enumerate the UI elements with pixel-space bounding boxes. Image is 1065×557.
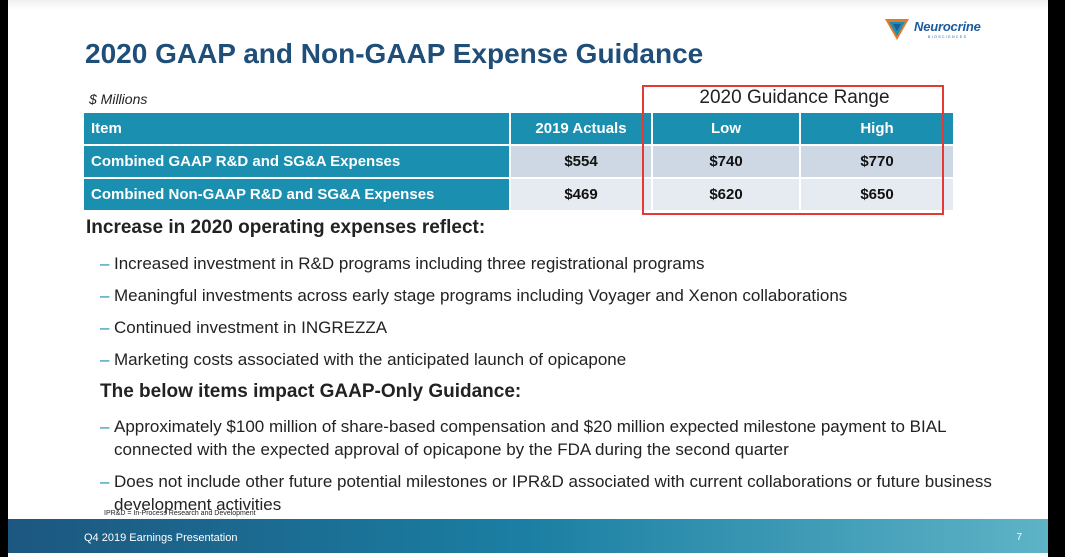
dash-bullet-icon: – xyxy=(100,472,110,491)
row-low: $740 xyxy=(651,144,801,179)
list-item-text: Does not include other future potential … xyxy=(114,472,992,514)
list-item: – Approximately $100 million of share-ba… xyxy=(100,415,994,461)
col-header-actuals: 2019 Actuals xyxy=(509,111,653,146)
col-header-low: Low xyxy=(651,111,801,146)
footer-bar: Q4 2019 Earnings Presentation 7 xyxy=(8,519,1048,553)
top-band xyxy=(8,0,1048,10)
col-header-high: High xyxy=(799,111,955,146)
list-item-text: Continued investment in INGREZZA xyxy=(114,318,388,337)
page-title: 2020 GAAP and Non-GAAP Expense Guidance xyxy=(85,38,704,69)
col-header-item: Item xyxy=(82,111,511,146)
list-item-text: Approximately $100 million of share-base… xyxy=(114,417,946,459)
guidance-table: Item 2019 Actuals Low High Combined GAAP… xyxy=(82,111,955,212)
list-item: – Marketing costs associated with the an… xyxy=(100,348,626,371)
guidance-range-label: 2020 Guidance Range xyxy=(699,87,890,108)
dash-bullet-icon: – xyxy=(100,318,110,337)
row-high: $770 xyxy=(799,144,955,179)
dash-bullet-icon: – xyxy=(100,254,110,273)
company-logo: Neurocrine BIOSCIENCES xyxy=(884,16,981,44)
dash-bullet-icon: – xyxy=(100,417,110,436)
footer-text: Q4 2019 Earnings Presentation xyxy=(84,532,238,544)
neurocrine-logo-icon xyxy=(885,19,909,40)
logo-name: Neurocrine xyxy=(914,19,981,34)
list-item: – Continued investment in INGREZZA xyxy=(100,316,387,339)
row-low: $620 xyxy=(651,177,801,212)
section-heading: Increase in 2020 operating expenses refl… xyxy=(86,217,486,238)
table-row: Combined GAAP R&D and SG&A Expenses $554… xyxy=(82,144,955,179)
dash-bullet-icon: – xyxy=(100,350,110,369)
slide: Neurocrine BIOSCIENCES 2020 GAAP and Non… xyxy=(8,0,1048,557)
guidance-range-highlight-box xyxy=(642,85,944,215)
table-header-row: Item 2019 Actuals Low High xyxy=(82,111,955,146)
dash-bullet-icon: – xyxy=(100,286,110,305)
footnote: IPR&D = In-Process Research and Developm… xyxy=(104,510,256,517)
row-actuals: $469 xyxy=(509,177,653,212)
row-actuals: $554 xyxy=(509,144,653,179)
list-item-text: Meaningful investments across early stag… xyxy=(114,286,848,305)
row-item: Combined Non-GAAP R&D and SG&A Expenses xyxy=(82,177,511,212)
list-item: – Increased investment in R&D programs i… xyxy=(100,252,705,275)
list-item-text: Increased investment in R&D programs inc… xyxy=(114,254,705,273)
row-item: Combined GAAP R&D and SG&A Expenses xyxy=(82,144,511,179)
logo-tagline: BIOSCIENCES xyxy=(928,35,968,39)
page-number: 7 xyxy=(1016,532,1022,543)
list-item-text: Marketing costs associated with the anti… xyxy=(114,350,627,369)
units-label: $ Millions xyxy=(89,91,148,107)
table-row: Combined Non-GAAP R&D and SG&A Expenses … xyxy=(82,177,955,212)
list-item: – Meaningful investments across early st… xyxy=(100,284,847,307)
row-high: $650 xyxy=(799,177,955,212)
section-heading-gaap: The below items impact GAAP-Only Guidanc… xyxy=(100,381,522,402)
list-item: – Does not include other future potentia… xyxy=(100,470,994,516)
